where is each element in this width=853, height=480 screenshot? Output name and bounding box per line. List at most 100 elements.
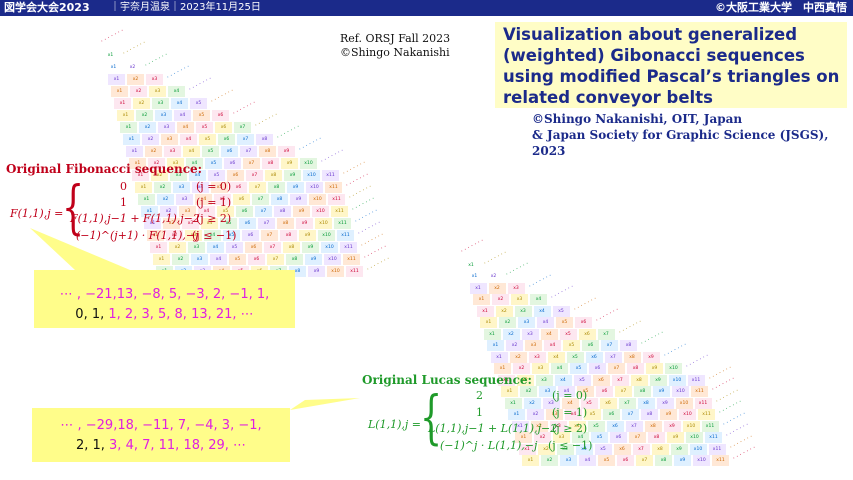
triangle-cell: x10 xyxy=(693,455,710,466)
triangle-cell: x8 xyxy=(289,266,306,277)
triangle-cell: x6 xyxy=(589,363,606,374)
credit-line-2: & Japan Society for Graphic Science (JSG… xyxy=(532,128,829,142)
triangle-cell: x1 xyxy=(144,218,161,229)
triangle-cell: x2 xyxy=(160,206,177,217)
triangle-cell: x7 xyxy=(258,218,275,229)
triangle-cell: x1 xyxy=(508,409,525,420)
triangle-cell: x1 xyxy=(518,443,536,455)
triangle-cell: x1 xyxy=(471,274,478,279)
triangle-cell: x7 xyxy=(267,254,284,265)
triangle-cell: x6 xyxy=(215,122,232,133)
triangle-cell: x2 xyxy=(516,374,534,386)
triangle-cell: x3 xyxy=(518,317,535,328)
triangle-cell: x3 xyxy=(167,158,184,169)
triangle-cell: x10 xyxy=(303,170,320,181)
triangle-cell: x3 xyxy=(152,98,169,109)
triangle-cell: x2 xyxy=(145,146,162,157)
triangle-cell: x5 xyxy=(214,194,231,205)
slide-title: Visualization about generalized (weighte… xyxy=(503,25,840,107)
triangle-cell: x8 xyxy=(262,158,279,169)
lucas-case-3-expr: (−1)^j · L(1,1),−j xyxy=(440,439,538,452)
triangle-cell: x4 xyxy=(547,351,565,363)
triangle-cell: x4 xyxy=(207,242,224,253)
triangle-cell: x1 xyxy=(126,146,143,157)
lucas-case-2-expr: L(1,1),j−1 + L(1,1),j−2 xyxy=(428,422,558,435)
lucas-sequence-line-1: ⋯ , −29,18, −11, 7, −4, 3, −1, xyxy=(60,418,262,433)
triangle-cell: x2 xyxy=(492,294,509,305)
triangle-cell: x2 xyxy=(130,86,147,97)
triangle-cell: x9 xyxy=(649,374,667,386)
triangle-cell: x9 xyxy=(642,351,660,363)
triangle-cell: x6 xyxy=(603,409,620,420)
triangle-cell: x9 xyxy=(653,386,670,397)
triangle-cell: x8 xyxy=(265,170,282,181)
triangle-cell: x9 xyxy=(670,443,688,455)
triangle-cell: x3 xyxy=(521,328,539,340)
triangle-cell: x7 xyxy=(597,328,615,340)
triangle-cell: x1 xyxy=(511,420,529,432)
triangle-cell: x1 xyxy=(483,328,501,340)
triangle-cell: x5 xyxy=(199,134,216,145)
lucas-case-2-cond: (j ≥ 2) xyxy=(552,422,588,435)
triangle-cell: x10 xyxy=(668,374,686,386)
triangle-cell: x6 xyxy=(218,134,235,145)
triangle-cell: x5 xyxy=(594,443,612,455)
triangle-cell: x11 xyxy=(698,409,715,420)
lucas-heading: Original Lucas sequence: xyxy=(362,373,532,387)
triangle-cell: x2 xyxy=(136,110,153,121)
triangle-cell: x3 xyxy=(514,305,532,317)
triangle-cell: x10 xyxy=(300,158,317,169)
triangle-cell: x3 xyxy=(532,363,549,374)
triangle-cell: x6 xyxy=(606,420,624,432)
triangle-cell: x5 xyxy=(220,218,237,229)
lucas-callout xyxy=(32,408,290,462)
triangle-cell: x5 xyxy=(570,363,587,374)
triangle-cell: x1 xyxy=(150,242,167,253)
triangle-cell: x8 xyxy=(274,206,291,217)
triangle-cell: x11 xyxy=(322,170,339,181)
triangle-cell: x1 xyxy=(476,305,494,317)
triangle-cell: x4 xyxy=(537,317,554,328)
triangle-cell: x2 xyxy=(527,409,544,420)
triangle-cell: x4 xyxy=(544,340,561,351)
triangle-cell: x1 xyxy=(469,282,487,294)
triangle-cell: x3 xyxy=(542,397,560,409)
triangle-cell: x7 xyxy=(608,363,625,374)
triangle-cell: x8 xyxy=(644,420,662,432)
triangle-cell: x6 xyxy=(245,242,262,253)
triangle-cell: x7 xyxy=(234,122,251,133)
triangle-cell: x2 xyxy=(506,340,523,351)
triangle-cell: x7 xyxy=(636,455,653,466)
triangle-cell: x6 xyxy=(599,397,617,409)
triangle-cell: x11 xyxy=(708,443,726,455)
triangle-cell: x8 xyxy=(651,443,669,455)
triangle-cell: x11 xyxy=(328,194,345,205)
triangle-cell: x2 xyxy=(172,254,189,265)
triangle-cell: x6 xyxy=(248,254,265,265)
triangle-cell: x1 xyxy=(138,194,155,205)
triangle-cell: x5 xyxy=(217,206,234,217)
triangle-cell: x9 xyxy=(302,242,319,253)
triangle-cell: x3 xyxy=(158,122,175,133)
triangle-cell: x6 xyxy=(578,328,596,340)
triangle-cell: x4 xyxy=(568,420,586,432)
triangle-cell: x6 xyxy=(613,443,631,455)
triangle-cell: x6 xyxy=(242,230,259,241)
triangle-cell: x8 xyxy=(630,374,648,386)
triangle-cell: x2 xyxy=(139,122,156,133)
triangle-cell: x8 xyxy=(641,409,658,420)
triangle-cell: x10 xyxy=(306,182,323,193)
triangle-cell: x8 xyxy=(623,351,641,363)
reference-line-1: Ref. ORSJ Fall 2023 xyxy=(340,32,451,45)
triangle-cell: x5 xyxy=(556,317,573,328)
triangle-cell: x2 xyxy=(530,420,548,432)
triangle-cell: x7 xyxy=(611,374,629,386)
triangle-cell: x9 xyxy=(305,254,322,265)
triangle-cell: x4 xyxy=(558,386,575,397)
fibonacci-case-2-cond: (j ≥ 2) xyxy=(196,212,232,225)
triangle-cell: x4 xyxy=(204,230,221,241)
triangle-cell: x6 xyxy=(224,158,241,169)
triangle-cell: x7 xyxy=(264,242,281,253)
triangle-cell: x10 xyxy=(686,432,703,443)
triangle-cell: x5 xyxy=(552,305,570,317)
